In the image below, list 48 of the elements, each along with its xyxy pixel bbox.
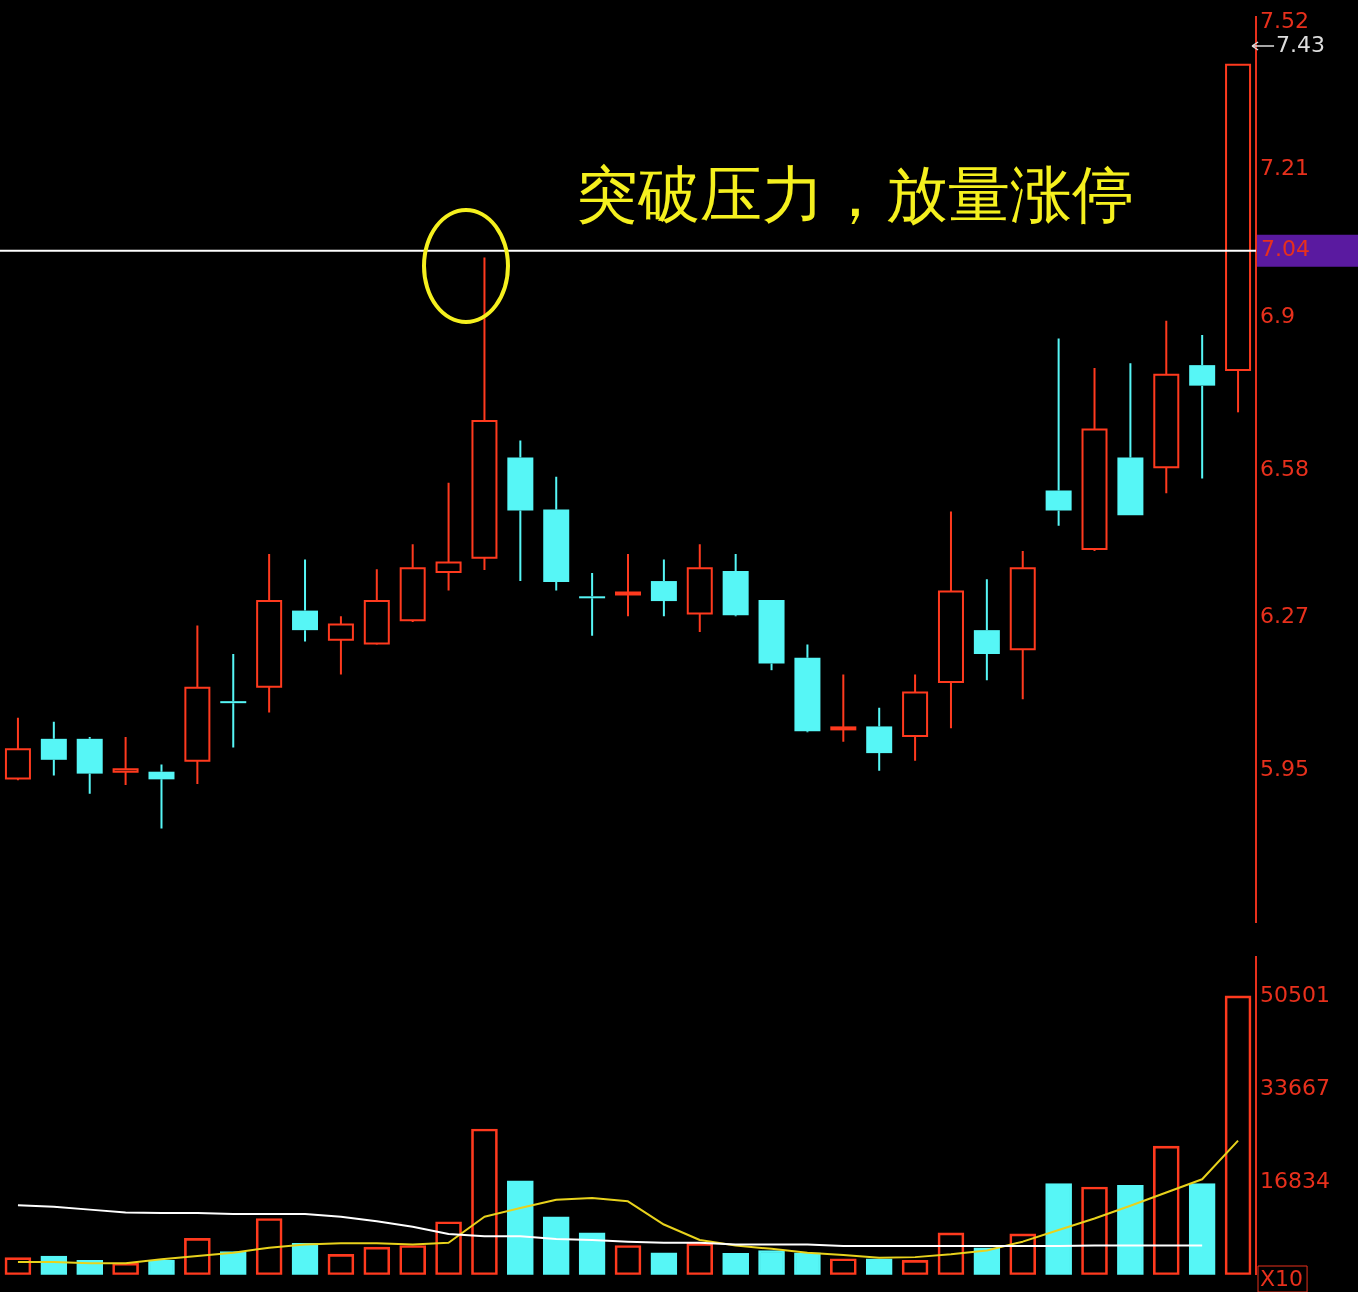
candlestick	[256, 552, 283, 714]
candlestick	[1009, 550, 1036, 701]
candlestick	[327, 615, 354, 676]
candlestick	[758, 600, 785, 672]
candlestick	[650, 558, 677, 618]
candlestick	[794, 643, 821, 732]
candlestick	[1189, 334, 1216, 480]
candlestick	[615, 552, 641, 618]
candlestick	[184, 624, 211, 786]
candlestick	[292, 558, 319, 643]
candlestick	[363, 568, 390, 645]
y-tick-label: 33667	[1260, 1074, 1330, 1100]
text: X10	[1260, 1265, 1304, 1291]
candlestick	[507, 439, 534, 583]
candlestick	[902, 673, 929, 762]
y-tick-label: 7.52	[1260, 7, 1309, 33]
candlestick	[4, 716, 31, 782]
candlestick	[435, 481, 462, 592]
candlestick	[220, 652, 247, 749]
candlestick	[1225, 63, 1252, 414]
candlestick	[830, 673, 857, 743]
candlestick	[1153, 319, 1180, 495]
annotation: 突破压力，放量涨停	[576, 158, 1134, 232]
y-tick-label: 6.58	[1260, 455, 1309, 481]
candlestick	[1117, 362, 1144, 516]
y-tick-label: 50501	[1260, 981, 1330, 1007]
candlestick	[399, 543, 426, 624]
candlestick	[937, 510, 964, 730]
y-tick-label: 6.9	[1260, 303, 1295, 329]
candlestick	[1045, 337, 1072, 527]
text: 7.43	[1276, 31, 1326, 57]
candlestick	[471, 256, 498, 572]
candlestick	[973, 578, 1000, 682]
y-tick-label: 7.21	[1260, 155, 1309, 181]
y-tick-label: 16834	[1260, 1167, 1330, 1193]
ref-line-label: 7.04	[1261, 236, 1310, 262]
candlestick	[722, 552, 749, 616]
candlestick	[579, 571, 606, 637]
y-tick-label: 6.27	[1260, 603, 1309, 629]
candlestick	[1081, 367, 1108, 553]
y-tick-label: 5.95	[1260, 756, 1309, 781]
candlestick	[112, 735, 139, 787]
candlestick	[148, 763, 175, 830]
candlestick	[543, 475, 570, 592]
candlestick	[686, 543, 713, 634]
candlestick	[76, 735, 103, 795]
candlestick	[40, 720, 67, 777]
candlestick	[866, 706, 893, 772]
